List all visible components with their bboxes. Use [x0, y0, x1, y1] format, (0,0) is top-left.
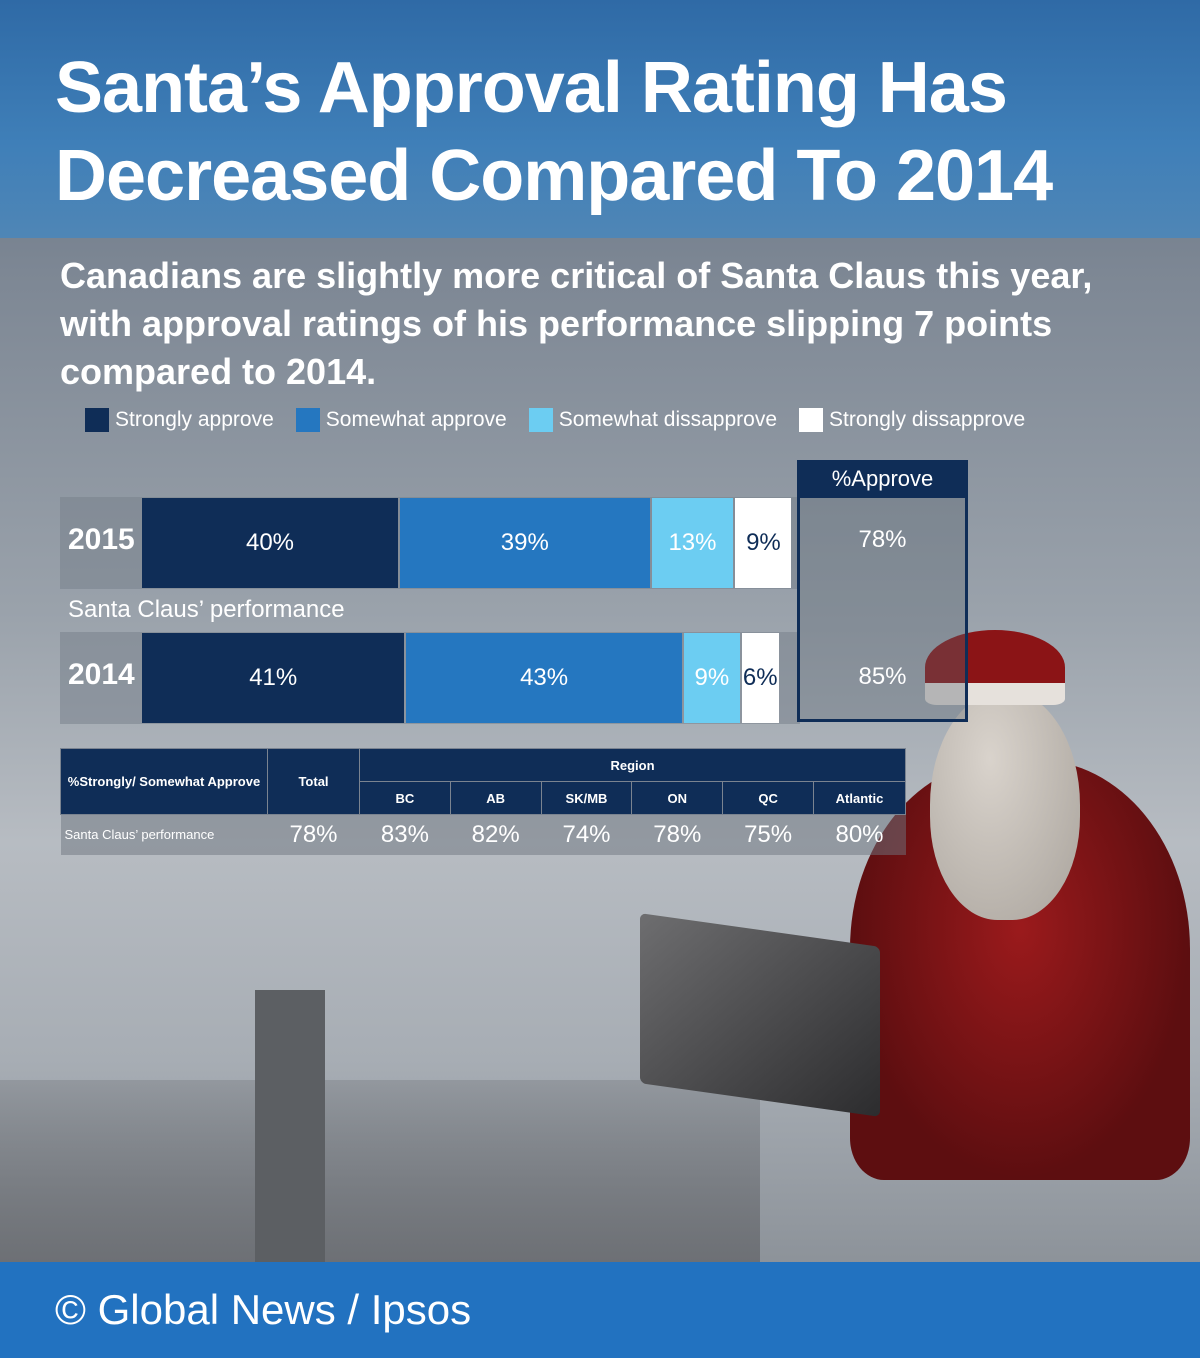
region-value: 82%: [450, 814, 542, 855]
legend-swatch: [528, 408, 553, 432]
approve-value-2014: 85%: [858, 663, 907, 690]
bar-segment: 43%: [406, 633, 682, 723]
region-value: 83%: [359, 814, 451, 855]
legend: Strongly approve Somewhat approve Somewhat…: [85, 408, 1025, 432]
region-value: 74%: [541, 814, 632, 855]
bar-segment: 13%: [651, 498, 734, 588]
source-footer: © Global News / Ipsos: [0, 1262, 1200, 1358]
bar-segment: 9%: [683, 633, 740, 723]
laptop: [640, 913, 880, 1117]
bar-segment: 41%: [142, 633, 405, 723]
approve-box: [797, 460, 968, 722]
header-band: [0, 0, 1200, 238]
legend-swatch: [85, 408, 109, 432]
region-col-header: ON: [631, 781, 724, 815]
table-corner: %Strongly/ Somewhat Approve: [60, 748, 268, 815]
santa-head: [930, 690, 1080, 920]
clock-tower: [255, 990, 325, 1262]
bar-segment: 40%: [142, 498, 398, 588]
total-header: Total: [267, 748, 360, 815]
region-col-header: Atlantic: [812, 781, 907, 815]
region-header: Region: [359, 748, 906, 782]
chart-label: Santa Claus’ performance: [68, 596, 345, 623]
city-background: [0, 1080, 760, 1262]
region-value: 78%: [631, 814, 723, 855]
subtitle: Canadians are slightly more critical of …: [60, 255, 1093, 392]
legend-swatch: [799, 408, 824, 432]
legend-item: Somewhat dissapprove: [528, 408, 778, 432]
region-table: %Strongly/ Somewhat Approve Total Region…: [60, 748, 907, 855]
bar-segment: 6%: [741, 633, 779, 723]
legend-label: Somewhat approve: [325, 408, 507, 431]
region-value: 80%: [813, 814, 906, 855]
page-title: Santa’s Approval Rating Has Decreased Co…: [55, 48, 1053, 216]
category-label: 2014: [68, 658, 135, 691]
region-value: 75%: [722, 814, 814, 855]
legend-label: Strongly approve: [115, 408, 274, 431]
row-label: Santa Claus’ performance: [60, 814, 268, 855]
legend-item: Strongly dissapprove: [799, 408, 1025, 432]
bar-segment: 9%: [735, 498, 792, 588]
region-col-header: BC: [359, 781, 451, 815]
legend-item: Somewhat approve: [295, 408, 507, 432]
bar-segment: 39%: [400, 498, 650, 588]
santa-hat: [925, 630, 1065, 705]
region-col-header: AB: [449, 781, 542, 815]
approve-header: %Approve: [797, 460, 968, 498]
region-col-header: SK/MB: [540, 781, 633, 815]
approve-value-2015: 78%: [858, 526, 907, 553]
category-label: 2015: [68, 523, 135, 556]
legend-item: Strongly approve: [85, 408, 274, 432]
legend-label: Strongly dissapprove: [829, 408, 1026, 431]
region-col-header: QC: [722, 781, 814, 815]
total-value: 78%: [267, 814, 360, 855]
legend-label: Somewhat dissapprove: [558, 408, 778, 431]
legend-swatch: [295, 408, 320, 432]
